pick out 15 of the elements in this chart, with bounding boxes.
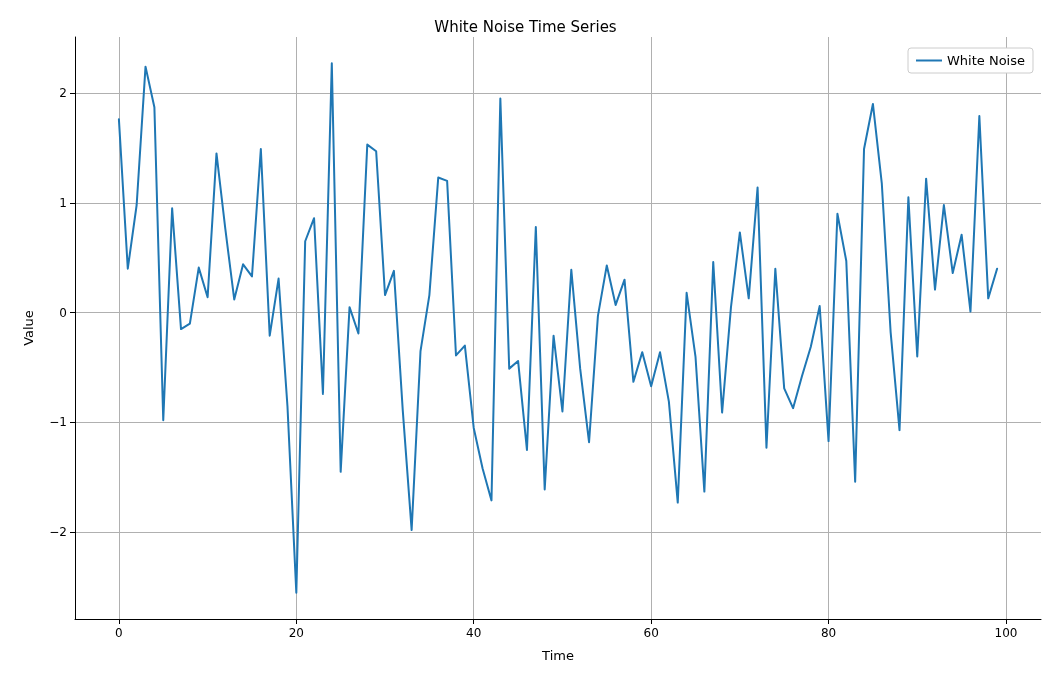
x-tick-label: 60 (643, 626, 659, 640)
x-tick-label: 80 (820, 626, 837, 640)
legend-label: White Noise (947, 53, 1026, 68)
y-tick-label: 0 (59, 305, 67, 320)
chart-title: White Noise Time Series (434, 17, 617, 36)
x-tick-label: 20 (288, 626, 304, 640)
y-tick-label: −1 (49, 415, 67, 430)
x-tick-label: 0 (115, 626, 123, 640)
x-axis-title: Time (541, 648, 574, 663)
y-axis-title: Value (21, 310, 36, 346)
x-tick-label: 100 (994, 626, 1018, 640)
y-tick-label: 1 (59, 195, 67, 210)
y-tick-label: 2 (59, 86, 67, 100)
x-tick-label: 40 (466, 626, 482, 640)
y-tick-label: −2 (49, 525, 67, 540)
